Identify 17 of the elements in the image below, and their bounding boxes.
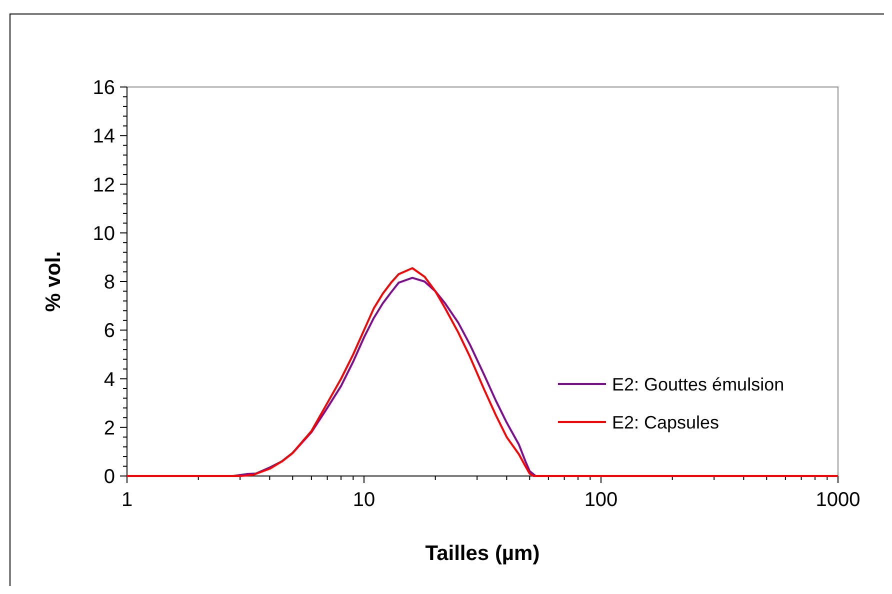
y-tick-label: 0 xyxy=(104,466,115,488)
x-axis-title: Tailles (µm) xyxy=(425,542,540,565)
y-axis-title: % vol. xyxy=(42,251,65,312)
x-tick-label: 1 xyxy=(121,489,133,511)
x-tick-label: 10 xyxy=(352,489,376,511)
x-tick-label: 1000 xyxy=(816,489,860,511)
y-tick-label: 6 xyxy=(104,320,115,342)
y-tick-label: 8 xyxy=(104,272,115,294)
y-tick-label: 4 xyxy=(104,368,115,391)
y-tick-label: 10 xyxy=(92,222,115,245)
y-tick-label: 14 xyxy=(92,126,115,148)
y-tick-label: 12 xyxy=(92,174,115,196)
legend-label: E2: Capsules xyxy=(612,412,720,432)
x-tick-label: 100 xyxy=(584,489,618,511)
y-tick-label: 16 xyxy=(92,77,115,99)
legend-label: E2: Gouttes émulsion xyxy=(612,374,784,394)
y-tick-label: 2 xyxy=(104,417,115,440)
